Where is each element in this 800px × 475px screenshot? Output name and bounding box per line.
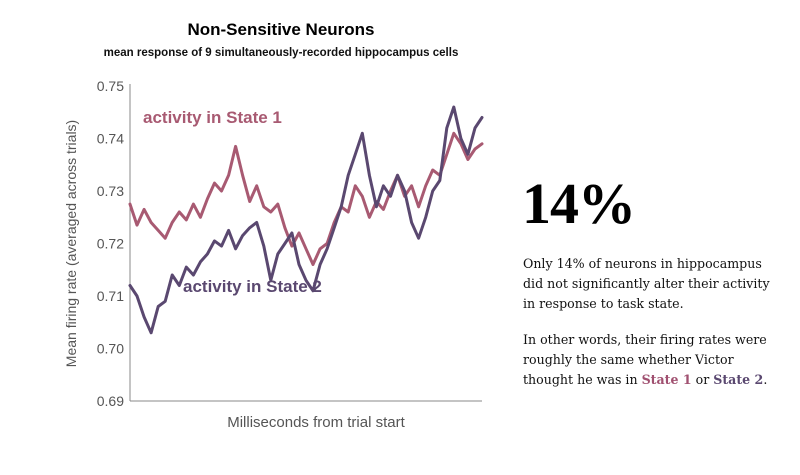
series-line-state-1 [128, 131, 484, 266]
chart-subtitle: mean response of 9 simultaneously-record… [103, 47, 459, 59]
chart-title: Non-Sensitive Neurons [187, 20, 375, 39]
x-axis-label: Milliseconds from trial start [227, 414, 405, 431]
summary-paragraph: Only 14% of neurons in hippocampus did n… [523, 256, 770, 311]
y-tick-label: 0.71 [97, 288, 124, 304]
state1-highlight: State 1 [641, 372, 692, 387]
explanation-paragraph: In other words, their firing rates were … [523, 330, 783, 390]
y-tick-label: 0.69 [97, 393, 124, 409]
annotation-state-1: activity in State 1 [143, 108, 282, 127]
state2-highlight: State 2 [713, 372, 764, 387]
big-percent-stat: 14% [522, 171, 636, 236]
y-tick-label: 0.72 [97, 236, 124, 252]
explanation-text-end: . [763, 372, 768, 387]
y-tick-label: 0.70 [97, 341, 124, 357]
explanation-text-mid: or [691, 372, 714, 387]
y-tick-label: 0.73 [97, 183, 124, 199]
explanation-text-start: In other words, their firing rates were … [523, 332, 767, 387]
series-line-state-2 [128, 105, 484, 335]
annotation-state-2: activity in State 2 [183, 277, 322, 296]
y-tick-label: 0.75 [97, 78, 124, 94]
y-axis-label: Mean firing rate (averaged across trials… [63, 120, 79, 367]
y-tick-label: 0.74 [97, 131, 124, 147]
